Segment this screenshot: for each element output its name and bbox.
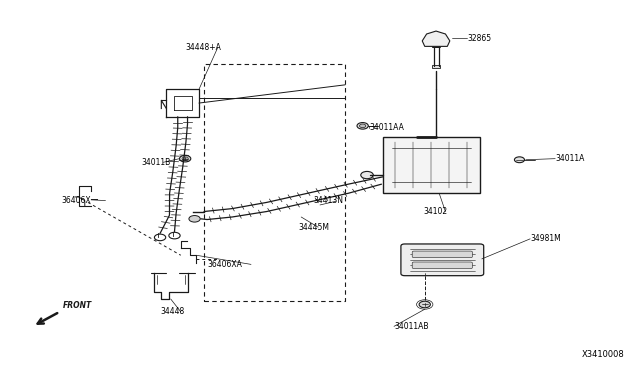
Circle shape xyxy=(431,42,440,48)
Circle shape xyxy=(182,157,188,160)
Text: 34981M: 34981M xyxy=(530,234,561,243)
Circle shape xyxy=(360,124,366,128)
Text: 36406X: 36406X xyxy=(61,196,92,205)
Text: 34448: 34448 xyxy=(160,307,184,316)
FancyBboxPatch shape xyxy=(401,244,484,276)
Text: 36406XA: 36406XA xyxy=(207,260,242,269)
Circle shape xyxy=(189,215,200,222)
Text: 34448+A: 34448+A xyxy=(185,43,221,52)
Text: X3410008: X3410008 xyxy=(582,350,624,359)
Circle shape xyxy=(179,155,191,162)
Text: 34011AA: 34011AA xyxy=(369,123,404,132)
Bar xyxy=(431,65,440,68)
Polygon shape xyxy=(383,137,480,193)
Text: 34413N: 34413N xyxy=(314,196,344,205)
Circle shape xyxy=(357,122,368,129)
Circle shape xyxy=(515,157,524,163)
Text: 34011AB: 34011AB xyxy=(394,322,429,331)
Text: 32865: 32865 xyxy=(467,34,492,43)
Circle shape xyxy=(361,171,373,179)
FancyBboxPatch shape xyxy=(412,262,472,269)
Text: 34102: 34102 xyxy=(424,207,447,216)
Text: 34445M: 34445M xyxy=(298,224,329,232)
Circle shape xyxy=(419,301,430,308)
Text: 34011B: 34011B xyxy=(141,158,170,167)
Polygon shape xyxy=(422,31,450,46)
Text: FRONT: FRONT xyxy=(63,301,92,310)
FancyBboxPatch shape xyxy=(412,251,472,258)
Text: 34011A: 34011A xyxy=(556,154,584,163)
